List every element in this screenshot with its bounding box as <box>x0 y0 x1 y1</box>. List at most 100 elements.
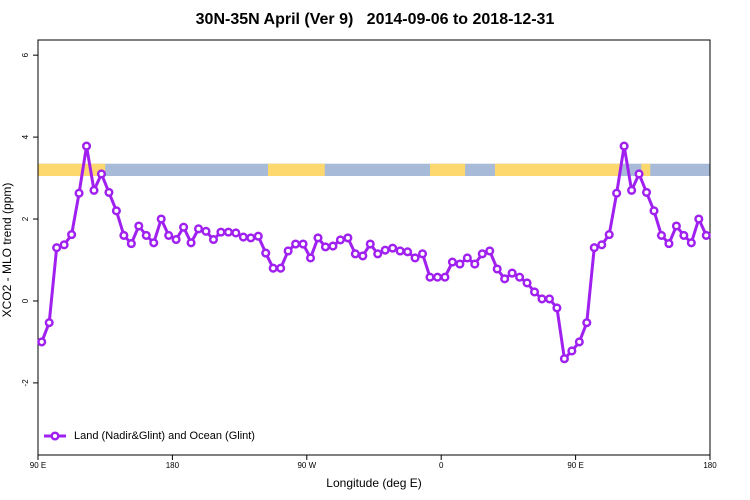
point <box>74 188 84 198</box>
x-tick-label: 0 <box>439 461 444 470</box>
point <box>44 318 54 328</box>
point <box>664 239 674 249</box>
point <box>507 268 517 278</box>
point <box>567 346 577 356</box>
point <box>246 233 256 243</box>
point <box>529 287 540 297</box>
point <box>500 274 510 284</box>
legend-marker <box>50 431 60 441</box>
point <box>313 233 323 243</box>
point <box>59 240 69 250</box>
point <box>126 239 136 249</box>
chart-title: 30N-35N April (Ver 9) 2014-09-06 to 2018… <box>196 11 555 28</box>
point <box>216 227 226 237</box>
point <box>111 206 121 216</box>
point <box>335 235 345 245</box>
x-axis-label: Longitude (deg E) <box>326 476 421 490</box>
point <box>96 169 107 179</box>
plot-frame <box>37 39 711 456</box>
point <box>365 239 375 249</box>
point <box>417 249 428 259</box>
point <box>104 187 114 197</box>
y-axis-label: XCO2 - MLO trend (ppm) <box>0 183 14 318</box>
point <box>164 230 174 240</box>
point <box>201 226 211 236</box>
point <box>701 230 711 240</box>
point <box>156 214 166 224</box>
x-tick-label: 90 E <box>30 461 46 470</box>
point <box>492 264 502 274</box>
point <box>193 224 204 234</box>
point <box>455 259 465 269</box>
point <box>358 251 368 261</box>
point <box>395 246 405 256</box>
point <box>477 249 487 259</box>
y-tick-label: 4 <box>21 134 30 139</box>
point <box>373 249 383 259</box>
point <box>223 227 233 237</box>
point <box>388 243 398 253</box>
point <box>328 241 338 251</box>
point <box>641 187 652 197</box>
point <box>403 247 413 257</box>
point <box>81 141 92 151</box>
point <box>470 259 480 269</box>
land-band <box>641 163 651 177</box>
point <box>627 185 637 195</box>
point <box>432 272 443 282</box>
x-tick-label: 180 <box>166 461 180 470</box>
x-tick-label: 90 W <box>297 461 316 470</box>
y-tick-label: 2 <box>21 216 30 221</box>
point <box>208 234 219 245</box>
point <box>298 239 308 249</box>
point <box>261 248 271 258</box>
point <box>238 232 248 242</box>
point <box>604 230 614 240</box>
point <box>649 206 659 216</box>
y-tick-label: -2 <box>21 379 30 387</box>
point <box>544 294 555 304</box>
point <box>634 169 644 179</box>
point <box>291 239 301 249</box>
y-tick-label: 0 <box>21 298 30 303</box>
point <box>619 141 629 151</box>
land-band <box>38 163 106 177</box>
point <box>149 238 159 248</box>
point <box>119 230 129 240</box>
point <box>485 246 495 256</box>
point <box>559 354 569 364</box>
point <box>597 240 607 250</box>
point <box>89 185 99 195</box>
x-tick-label: 90 E <box>567 461 583 470</box>
point <box>537 294 547 304</box>
point <box>589 243 599 253</box>
point <box>305 253 316 263</box>
point <box>231 228 241 238</box>
point <box>343 233 353 243</box>
point <box>141 230 151 240</box>
point <box>552 303 562 313</box>
point <box>320 242 331 252</box>
point <box>134 221 144 231</box>
point <box>67 230 77 240</box>
x-tick-label: 180 <box>703 461 717 470</box>
point <box>671 221 681 231</box>
point <box>268 263 278 273</box>
point <box>522 278 532 288</box>
point <box>37 337 47 347</box>
point <box>253 231 263 241</box>
point <box>171 234 181 245</box>
point <box>410 253 420 263</box>
point <box>186 238 196 248</box>
point <box>694 214 704 224</box>
point <box>179 222 189 232</box>
point <box>52 243 62 253</box>
point <box>276 263 286 273</box>
point <box>574 337 584 347</box>
point <box>462 253 472 263</box>
land-band <box>494 163 621 177</box>
point <box>582 318 592 328</box>
point <box>686 238 696 248</box>
point <box>283 246 293 256</box>
